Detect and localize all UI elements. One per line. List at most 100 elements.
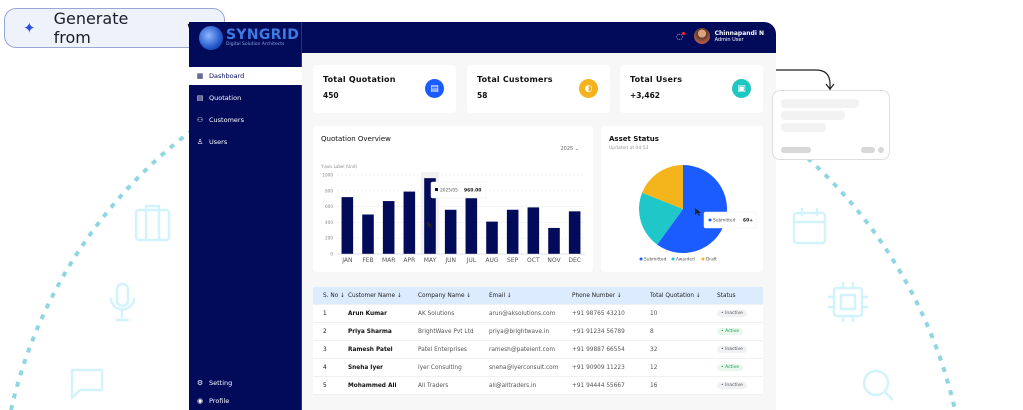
table-cell: 32 — [650, 346, 658, 353]
column-header[interactable]: S. No ↓ — [323, 292, 345, 299]
column-header[interactable]: Company Name ↓ — [418, 292, 472, 299]
table-cell: 5 — [323, 382, 327, 389]
table-cell: Priya Sharma — [348, 328, 392, 335]
nav-label: Profile — [209, 397, 230, 405]
grid-icon: ▦ — [196, 72, 204, 80]
tooltip-swatch — [708, 218, 712, 222]
table-cell: Ali Traders — [418, 382, 449, 389]
table-cell: BrightWave Pvt Ltd — [418, 328, 474, 335]
customers-icon: ◐ — [579, 79, 598, 98]
chat-icon — [70, 368, 104, 400]
gear-icon: ⚙ — [196, 379, 204, 387]
year-value: 2025 — [560, 146, 574, 152]
stat-title: Total Customers — [477, 75, 553, 84]
sidebar-item-setting[interactable]: ⚙ Setting — [189, 374, 302, 392]
x-tick-label: MAR — [382, 257, 395, 264]
brand-tagline: Digital Solution Architects — [226, 42, 285, 47]
table-row[interactable]: 4 Sneha Iyer Iyer Consulting sneha@iyercons… — [313, 359, 763, 377]
table-cell: +91 91234 56789 — [572, 328, 625, 335]
pie-tooltip: Submitted 60+ — [703, 211, 757, 229]
mouse-cursor-icon — [695, 208, 701, 216]
chart-title: Quotation Overview — [321, 135, 391, 143]
table-cell: +91 99887 66554 — [572, 346, 625, 353]
bar-dec — [568, 211, 581, 254]
table-cell: 2 — [323, 328, 327, 335]
x-tick-label: NOV — [547, 257, 561, 264]
tooltip-box — [703, 211, 757, 229]
generate-from-dropdown[interactable]: ✦ Generate from ∨ — [4, 8, 225, 48]
column-header[interactable]: Customer Name ↓ — [348, 292, 402, 299]
x-tick-label: JUN — [444, 257, 456, 264]
avatar — [693, 28, 710, 44]
placeholder-card — [772, 90, 890, 160]
table-row[interactable]: 5 Mohammed Ali Ali Traders ali@alitraders.i… — [313, 377, 763, 395]
tooltip-swatch — [435, 188, 438, 191]
table-cell: • Active — [717, 364, 763, 371]
chart-title: Asset Status — [609, 135, 659, 143]
pie-slice-draft — [642, 165, 683, 209]
nav-label: Users — [209, 138, 228, 146]
dashboard-window: ◌ Chinnapandi N Admin User SYNGRID Digit… — [189, 22, 776, 410]
sidebar-item-dashboard[interactable]: ▦ Dashboard — [189, 67, 302, 85]
pie-chart: Submitted 60+ Submitted Awarded Draft — [639, 165, 757, 263]
status-badge: • Active — [717, 364, 744, 371]
nav-label: Customers — [209, 116, 244, 124]
y-tick-label: 600 — [325, 204, 333, 209]
x-tick-label: OCT — [527, 257, 540, 264]
nav-label: Quotation — [209, 94, 242, 102]
column-header[interactable]: Total Quotation ↓ — [650, 292, 701, 299]
x-tick-label: APR — [403, 257, 415, 264]
legend-swatch — [639, 257, 643, 261]
table-cell: Arun Kumar — [348, 310, 387, 317]
table-cell: ali@alitraders.in — [489, 382, 537, 389]
x-tick-label: MAY — [424, 257, 437, 264]
y-tick-label: 1000 — [322, 173, 333, 178]
bar-may — [424, 178, 436, 254]
user-icon: ♙ — [196, 138, 204, 146]
table-cell: 4 — [323, 364, 327, 371]
legend-swatch — [671, 257, 675, 261]
mouse-cursor-icon — [427, 221, 433, 229]
user-role: Admin User — [714, 36, 744, 43]
x-tick-label: SEP — [507, 257, 519, 264]
globe-logo-icon — [199, 26, 223, 50]
logo: SYNGRID Digital Solution Architects — [199, 26, 299, 50]
table-cell: Ramesh Patel — [348, 346, 393, 353]
table-cell: AK Solutions — [418, 310, 455, 317]
table-row[interactable]: 1 Arun Kumar AK Solutions arun@aksolutions.… — [313, 305, 763, 323]
legend-swatch — [701, 257, 705, 261]
sidebar-item-profile[interactable]: ◉ Profile — [189, 392, 302, 410]
column-header[interactable]: Phone Number ↓ — [572, 292, 622, 299]
bar-apr — [403, 191, 416, 254]
column-header[interactable]: Status — [717, 292, 736, 299]
search-icon — [862, 369, 894, 401]
chart-tooltip: 2025/05 960.00 — [430, 181, 487, 199]
user-check-icon: ⚇ — [196, 116, 204, 124]
sidebar-item-users[interactable]: ♙ Users — [189, 133, 302, 151]
x-tick-label: JAN — [341, 257, 352, 264]
table-cell: +91 94444 55667 — [572, 382, 625, 389]
chart-subtitle: Updated at 04:53 — [609, 146, 649, 151]
bar-mar — [382, 201, 395, 254]
table-row[interactable]: 2 Priya Sharma BrightWave Pvt Ltd priya@bri… — [313, 323, 763, 341]
table-cell: arun@aksolutions.com — [489, 310, 556, 317]
sidebar-item-customers[interactable]: ⚇ Customers — [189, 111, 302, 129]
column-header[interactable]: Email ↓ — [489, 292, 512, 299]
legend-label: Submitted — [644, 257, 667, 263]
user-menu[interactable]: Chinnapandi N Admin User — [693, 28, 764, 44]
bell-icon[interactable]: ◌ — [676, 32, 685, 41]
tooltip-value: 960.00 — [464, 188, 481, 194]
year-dropdown[interactable]: 2025 ⌄ — [560, 146, 579, 152]
table-cell: Mohammed Ali — [348, 382, 397, 389]
bar-nov — [548, 227, 560, 254]
bar-oct — [527, 207, 540, 254]
brand-name: SYNGRID — [226, 27, 300, 43]
bar-chart: Y-axis Label (Unit) 0 200 400 600 800 1000 JAN F… — [320, 164, 585, 264]
asset-status-card: Asset Status Updated at 04:53 Submitted 6… — [601, 126, 763, 272]
table-row[interactable]: 3 Ramesh Patel Patel Enterprises ramesh@pat… — [313, 341, 763, 359]
table-cell: 8 — [650, 328, 654, 335]
stat-card-customers: Total Customers 58 ◐ — [467, 65, 610, 113]
tooltip-label: 2025/05 — [440, 188, 458, 194]
document-icon: ▤ — [196, 94, 204, 102]
sidebar-item-quotation[interactable]: ▤ Quotation — [189, 89, 302, 107]
